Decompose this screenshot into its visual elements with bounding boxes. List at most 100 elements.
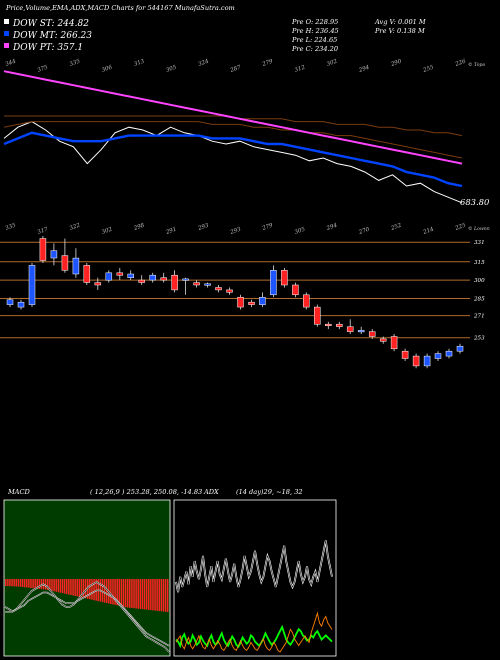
candle-body: [390, 336, 398, 350]
macd-histogram-bar: [105, 579, 108, 603]
macd-histogram-bar: [166, 579, 169, 612]
adx-line-core: [175, 540, 333, 593]
dow-st-swatch: [4, 19, 9, 24]
candle-top-tick-label: 291: [164, 227, 177, 237]
candle-body: [434, 353, 442, 359]
candle-body: [292, 284, 299, 296]
price-top-tick-label: 324: [198, 58, 210, 67]
macd-histogram-bar: [53, 579, 55, 592]
prev-day-stats: Pre O: 228.95 Pre H: 236.45 Pre L: 224.6…: [291, 18, 426, 53]
price-top-tick-label: 344: [5, 58, 17, 67]
candle-body: [237, 297, 244, 308]
macd-histogram-bar: [11, 579, 13, 587]
candle-body: [127, 273, 134, 278]
candle-top-tick-label: 225: [454, 222, 467, 232]
macd-histogram-bar: [80, 579, 83, 598]
macd-histogram-bar: [26, 579, 28, 588]
dow-mt-label: DOW MT: 266.23: [12, 31, 92, 41]
macd-histogram-bar: [162, 579, 165, 612]
candle-body: [445, 350, 453, 357]
prev-open: Pre O: 228.95: [291, 18, 338, 26]
candle-body: [303, 294, 310, 308]
macd-title: MACD: [7, 488, 31, 496]
adx-params: (14 day)29, ~18, 32: [236, 488, 303, 496]
candle-body: [423, 355, 431, 367]
candle-body: [204, 283, 211, 286]
macd-histogram-bar: [101, 579, 104, 603]
macd-histogram-bar: [152, 579, 154, 611]
macd-histogram-bar: [135, 579, 137, 609]
candle-body: [248, 301, 255, 305]
candle-body: [171, 274, 178, 291]
candle-body: [17, 301, 25, 308]
macd-histogram-bar: [82, 579, 85, 598]
candle-body: [314, 306, 321, 325]
macd-histogram-bar: [133, 579, 135, 609]
candle-body: [379, 338, 387, 342]
macd-histogram-bar: [78, 579, 81, 597]
macd-header: MACD ( 12,26,9 ) 253.28, 250.08, -14.83 …: [7, 488, 303, 496]
macd-histogram-bar: [13, 579, 15, 587]
macd-histogram-bar: [65, 579, 68, 595]
macd-histogram-bar: [21, 579, 24, 587]
macd-histogram-bar: [137, 579, 139, 609]
candle-body: [39, 238, 47, 261]
avg-volume: Avg V: 0.001 M: [374, 18, 426, 26]
macd-histogram-bar: [141, 579, 144, 610]
candle-body: [6, 299, 14, 305]
macd-histogram-bar: [49, 579, 51, 591]
macd-histogram-bar: [51, 579, 53, 591]
macd-histogram-bar: [38, 579, 41, 589]
candle-body: [138, 279, 145, 283]
candle-body: [72, 257, 80, 275]
candle-body: [226, 289, 233, 293]
macd-histogram-bar: [72, 579, 74, 596]
candle-body: [368, 331, 376, 337]
candle-top-tick-label: 252: [389, 222, 402, 232]
macd-histogram-bar: [164, 579, 167, 612]
macd-histogram-bar: [76, 579, 78, 597]
macd-histogram-bar: [93, 579, 95, 601]
macd-histogram-bar: [122, 579, 125, 607]
price-top-tick-label: 255: [422, 64, 435, 74]
macd-histogram-bar: [103, 579, 106, 603]
price-top-tick-label: 294: [357, 64, 370, 74]
candle-side-label: © Lownn: [468, 225, 490, 232]
candle-body: [94, 282, 102, 286]
price-top-tick-label: 375: [37, 64, 49, 73]
prev-low: Pre L: 224.65: [291, 36, 337, 44]
level-label: 285: [473, 297, 485, 303]
macd-histogram-bar: [160, 579, 163, 612]
dow-mt-swatch: [4, 31, 9, 36]
candle-body: [281, 270, 288, 286]
candle-body: [61, 255, 69, 271]
candle-body: [193, 282, 200, 286]
candle-top-tick-label: 305: [294, 226, 306, 235]
candle-body: [325, 323, 332, 326]
macd-histogram-bar: [19, 579, 22, 587]
macd-histogram-bar: [32, 579, 34, 589]
candle-body: [357, 330, 365, 333]
level-label: 300: [474, 278, 485, 284]
macd-histogram-bar: [36, 579, 39, 589]
price-top-tick-label: 302: [326, 58, 338, 67]
macd-histogram-bar: [145, 579, 148, 610]
macd-histogram-bar: [15, 579, 18, 587]
macd-histogram-bar: [74, 579, 76, 596]
macd-params: ( 12,26,9 ) 253.28, 250.08, -14.83: [90, 488, 202, 496]
macd-histogram-bar: [9, 579, 11, 587]
level-label: 271: [473, 314, 485, 320]
price-top-tick-label: 287: [229, 64, 242, 74]
dow-legend: DOW ST: 244.82 DOW MT: 266.23 DOW PT: 35…: [4, 19, 92, 53]
candle-body: [160, 277, 167, 281]
dow-st-label: DOW ST: 244.82: [12, 19, 89, 29]
macd-histogram-bar: [28, 579, 30, 588]
adx-title: ADX: [203, 488, 219, 496]
candle-top-tick-label: 293: [229, 226, 242, 236]
candle-panel: 335 317 322 302 298 291 293 293 279 305 294 270 252 2…: [0, 222, 490, 369]
candle-top-tick-label: 298: [132, 222, 145, 232]
macd-histogram-bar: [147, 579, 150, 610]
macd-histogram-bar: [7, 579, 9, 587]
macd-line-core: [4, 581, 170, 653]
macd-histogram-bar: [131, 579, 133, 608]
